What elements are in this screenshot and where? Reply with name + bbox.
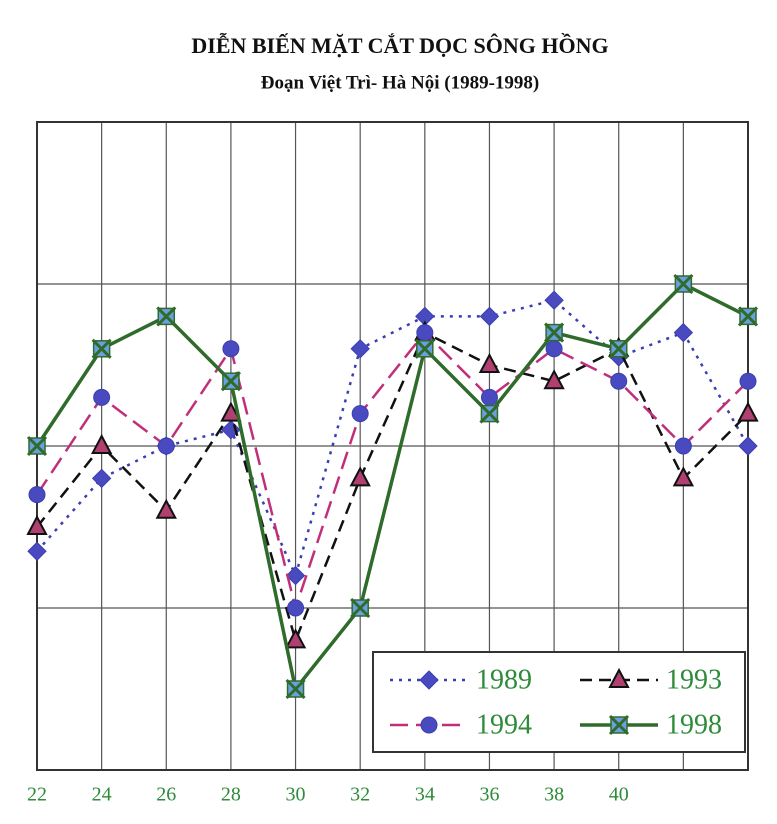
marker (479, 306, 500, 327)
x-tick-label: 24 (92, 784, 112, 806)
marker (287, 599, 305, 617)
marker (220, 371, 241, 392)
series-line (36, 330, 749, 645)
legend: 1989 1993 1994 1998 (390, 664, 722, 740)
legend-label: 1998 (666, 709, 722, 740)
chart-title: DIỄN BIẾN MẶT CẮT DỌC SÔNG HỒNG (191, 33, 608, 58)
marker (419, 670, 439, 690)
marker (220, 401, 242, 422)
x-tick-label: 34 (415, 784, 435, 806)
marker (608, 667, 630, 688)
marker (90, 433, 113, 454)
marker-x (26, 435, 48, 457)
x-tick-label: 22 (27, 784, 47, 806)
marker (738, 436, 758, 456)
marker (543, 369, 565, 390)
marker (739, 372, 757, 390)
marker (737, 306, 759, 327)
marker (26, 435, 48, 457)
legend-label: 1994 (476, 709, 532, 740)
marker (222, 340, 240, 358)
marker (350, 597, 371, 619)
marker-x (737, 306, 759, 327)
marker-x (608, 714, 630, 736)
marker (420, 716, 438, 734)
x-tick-label: 30 (286, 784, 306, 806)
marker-x (350, 597, 371, 619)
legend-box (372, 651, 746, 753)
marker (26, 514, 48, 535)
series-line (36, 298, 750, 580)
marker-x (285, 678, 306, 700)
marker (479, 403, 500, 424)
marker (28, 486, 46, 504)
marker (608, 338, 629, 359)
x-tick-label: 36 (479, 784, 499, 806)
marker (156, 306, 177, 327)
marker (350, 339, 370, 359)
x-tick-label: 38 (544, 784, 564, 806)
marker (221, 420, 241, 440)
marker (285, 565, 306, 586)
legend-label: 1993 (666, 664, 722, 695)
series-line (35, 330, 749, 613)
marker-x (608, 338, 629, 359)
marker (284, 628, 307, 649)
marker (673, 273, 694, 295)
marker-x (156, 306, 177, 327)
marker (672, 466, 695, 487)
marker-x (220, 371, 241, 392)
marker (285, 678, 306, 700)
marker (544, 322, 565, 343)
x-tick-label: 32 (350, 784, 370, 806)
marker (545, 340, 563, 358)
marker-x (414, 338, 435, 359)
marker (414, 338, 435, 359)
legend-label: 1989 (476, 664, 532, 695)
marker (478, 352, 501, 373)
marker (91, 338, 112, 359)
marker (544, 290, 564, 310)
marker (480, 388, 498, 406)
marker (608, 714, 630, 736)
x-tick-label: 26 (156, 784, 176, 806)
x-tick-label: 40 (609, 784, 629, 806)
chart-subtitle: Đoạn Việt Trì- Hà Nội (1989-1998) (261, 72, 539, 93)
x-tick-label: 28 (221, 784, 241, 806)
marker (27, 541, 47, 562)
marker (416, 324, 434, 342)
marker (93, 388, 111, 406)
marker (610, 372, 628, 390)
marker (157, 437, 175, 455)
marker (91, 468, 112, 489)
series-line (35, 281, 749, 693)
marker (674, 437, 692, 455)
marker-x (91, 338, 112, 359)
marker (351, 405, 369, 423)
marker (155, 498, 177, 519)
marker (737, 401, 759, 422)
marker-x (673, 273, 694, 295)
marker-x (479, 403, 500, 424)
marker-x (544, 322, 565, 343)
marker (349, 466, 371, 487)
marker (673, 322, 694, 343)
